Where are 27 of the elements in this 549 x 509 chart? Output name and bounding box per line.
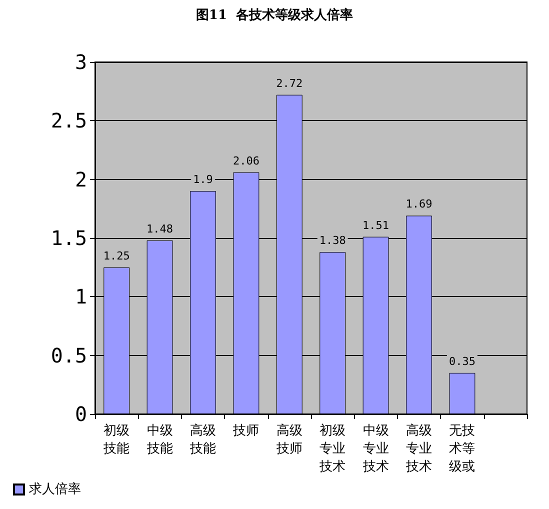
x-tick-label: 无技术等级或 xyxy=(449,424,476,474)
x-tick-label: 初级技能 xyxy=(102,424,130,456)
data-label: 2.06 xyxy=(232,154,260,168)
data-label: 1.9 xyxy=(193,173,213,186)
y-tick-label: 2.5 xyxy=(50,108,87,133)
data-label: 1.51 xyxy=(362,218,390,232)
x-tick-label: 高级专业技术 xyxy=(405,422,432,474)
y-tick-label: 0.5 xyxy=(50,343,87,368)
y-tick-label: 1.5 xyxy=(50,226,87,250)
x-tick-label: 中级专业技术 xyxy=(362,424,389,474)
data-label: 1.48 xyxy=(146,222,174,236)
y-tick-label: 0 xyxy=(74,402,87,426)
y-tick-label: 2 xyxy=(74,167,87,192)
chart-title: 图11 各技术等级求人倍率 xyxy=(196,7,354,23)
y-tick-label: 1 xyxy=(74,284,87,309)
x-tick-label: 高级技能 xyxy=(189,422,216,456)
data-label: 1.69 xyxy=(406,198,432,211)
x-tick-label: 中级技能 xyxy=(146,424,173,456)
data-label: 0.35 xyxy=(448,354,476,368)
legend-label: 求人倍率 xyxy=(29,481,81,497)
data-label: 1.38 xyxy=(319,234,346,248)
y-tick-label: 3 xyxy=(74,50,87,74)
x-tick-label: 高级技师 xyxy=(275,422,302,456)
data-label: 2.72 xyxy=(276,76,303,90)
x-tick-label: 初级专业技术 xyxy=(318,424,346,474)
x-tick-label: 技师 xyxy=(232,424,260,438)
data-label: 1.25 xyxy=(103,249,130,262)
